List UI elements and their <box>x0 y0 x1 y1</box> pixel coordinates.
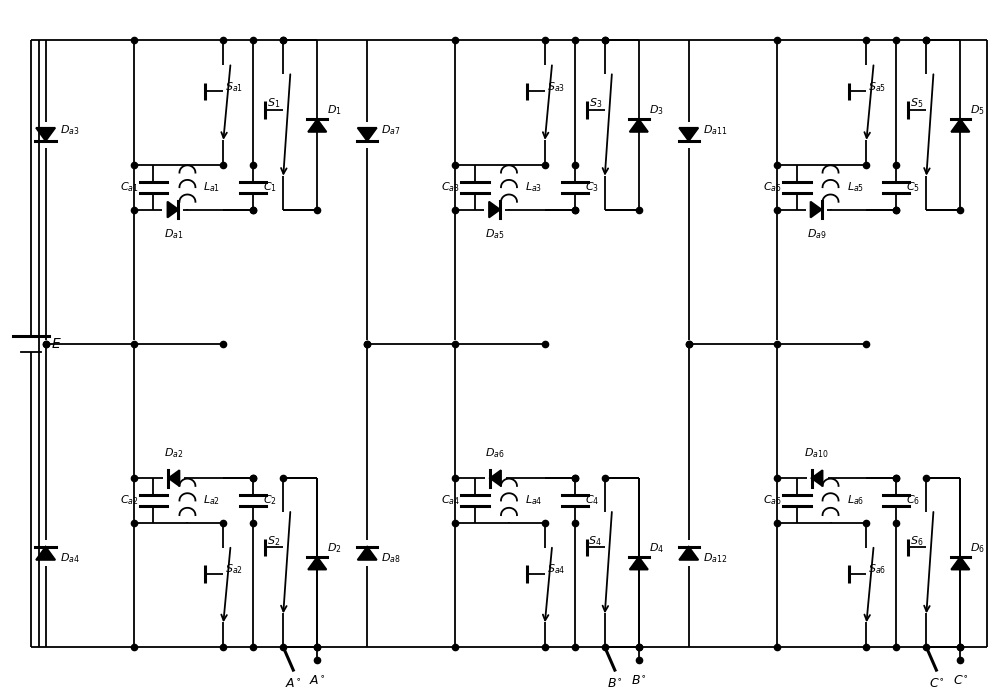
Text: $C_{a4}$: $C_{a4}$ <box>441 493 460 507</box>
Text: $D_{a5}$: $D_{a5}$ <box>485 227 505 241</box>
Text: $C_{a5}$: $C_{a5}$ <box>763 180 782 194</box>
Text: $D_{a2}$: $D_{a2}$ <box>164 446 183 460</box>
Polygon shape <box>489 202 500 218</box>
Text: $D_{a12}$: $D_{a12}$ <box>703 551 727 564</box>
Polygon shape <box>36 547 55 560</box>
Text: $S_2$: $S_2$ <box>267 534 280 548</box>
Text: $C_3$: $C_3$ <box>585 180 599 194</box>
Polygon shape <box>490 471 501 486</box>
Text: $L_{a3}$: $L_{a3}$ <box>525 180 542 194</box>
Text: $D_6$: $D_6$ <box>970 541 985 555</box>
Text: $B^{\circ}$: $B^{\circ}$ <box>631 675 647 688</box>
Text: $D_3$: $D_3$ <box>649 103 664 117</box>
Text: $D_{a9}$: $D_{a9}$ <box>807 227 826 241</box>
Text: $D_{a11}$: $D_{a11}$ <box>703 123 727 137</box>
Text: $C_6$: $C_6$ <box>906 493 921 507</box>
Text: $D_{a4}$: $D_{a4}$ <box>60 551 79 564</box>
Text: $C_{a1}$: $C_{a1}$ <box>120 180 139 194</box>
Text: $C_{a3}$: $C_{a3}$ <box>441 180 460 194</box>
Text: $L_{a2}$: $L_{a2}$ <box>203 493 221 507</box>
Text: $C_2$: $C_2$ <box>263 493 277 507</box>
Polygon shape <box>679 547 698 560</box>
Text: $S_{a1}$: $S_{a1}$ <box>225 80 243 94</box>
Polygon shape <box>679 128 698 141</box>
Text: $D_{a7}$: $D_{a7}$ <box>381 123 401 137</box>
Text: $S_{a2}$: $S_{a2}$ <box>225 562 243 576</box>
Text: $S_3$: $S_3$ <box>589 96 602 110</box>
Text: $C_5$: $C_5$ <box>906 180 920 194</box>
Text: $C^{\circ}$: $C^{\circ}$ <box>929 678 944 691</box>
Text: $C_1$: $C_1$ <box>263 180 277 194</box>
Polygon shape <box>167 202 178 218</box>
Text: $C_{a6}$: $C_{a6}$ <box>763 493 782 507</box>
Text: $S_6$: $S_6$ <box>910 534 923 548</box>
Polygon shape <box>168 471 179 486</box>
Text: $A^{\circ}$: $A^{\circ}$ <box>285 678 301 691</box>
Text: $B^{\circ}$: $B^{\circ}$ <box>607 678 623 691</box>
Text: $D_5$: $D_5$ <box>970 103 985 117</box>
Polygon shape <box>630 120 648 132</box>
Text: $D_{a1}$: $D_{a1}$ <box>164 227 183 241</box>
Text: $L_{a6}$: $L_{a6}$ <box>847 493 864 507</box>
Polygon shape <box>951 120 970 132</box>
Text: $S_5$: $S_5$ <box>910 96 923 110</box>
Polygon shape <box>951 557 970 569</box>
Polygon shape <box>36 128 55 141</box>
Polygon shape <box>812 471 823 486</box>
Text: $L_{a1}$: $L_{a1}$ <box>203 180 221 194</box>
Text: $D_2$: $D_2$ <box>327 541 342 555</box>
Polygon shape <box>630 557 648 569</box>
Text: $L_{a5}$: $L_{a5}$ <box>847 180 864 194</box>
Polygon shape <box>358 547 377 560</box>
Text: $D_{a8}$: $D_{a8}$ <box>381 551 401 564</box>
Text: $S_4$: $S_4$ <box>588 534 602 548</box>
Text: $S_{a6}$: $S_{a6}$ <box>868 562 887 576</box>
Text: $S_{a4}$: $S_{a4}$ <box>547 562 565 576</box>
Text: $C_4$: $C_4$ <box>585 493 599 507</box>
Text: $S_{a3}$: $S_{a3}$ <box>547 80 565 94</box>
Text: $A^{\circ}$: $A^{\circ}$ <box>309 675 325 688</box>
Polygon shape <box>358 128 377 141</box>
Text: $D_4$: $D_4$ <box>649 541 664 555</box>
Text: $S_1$: $S_1$ <box>267 96 280 110</box>
Text: $D_1$: $D_1$ <box>327 103 342 117</box>
Polygon shape <box>811 202 822 218</box>
Text: $D_{a3}$: $D_{a3}$ <box>60 123 79 137</box>
Text: $S_{a5}$: $S_{a5}$ <box>868 80 887 94</box>
Text: $C_{a2}$: $C_{a2}$ <box>120 493 139 507</box>
Text: $L_{a4}$: $L_{a4}$ <box>525 493 542 507</box>
Polygon shape <box>308 557 326 569</box>
Text: $E$: $E$ <box>51 337 61 351</box>
Text: $D_{a10}$: $D_{a10}$ <box>804 446 829 460</box>
Text: $C^{\circ}$: $C^{\circ}$ <box>953 675 968 688</box>
Text: $D_{a6}$: $D_{a6}$ <box>485 446 505 460</box>
Polygon shape <box>308 120 326 132</box>
